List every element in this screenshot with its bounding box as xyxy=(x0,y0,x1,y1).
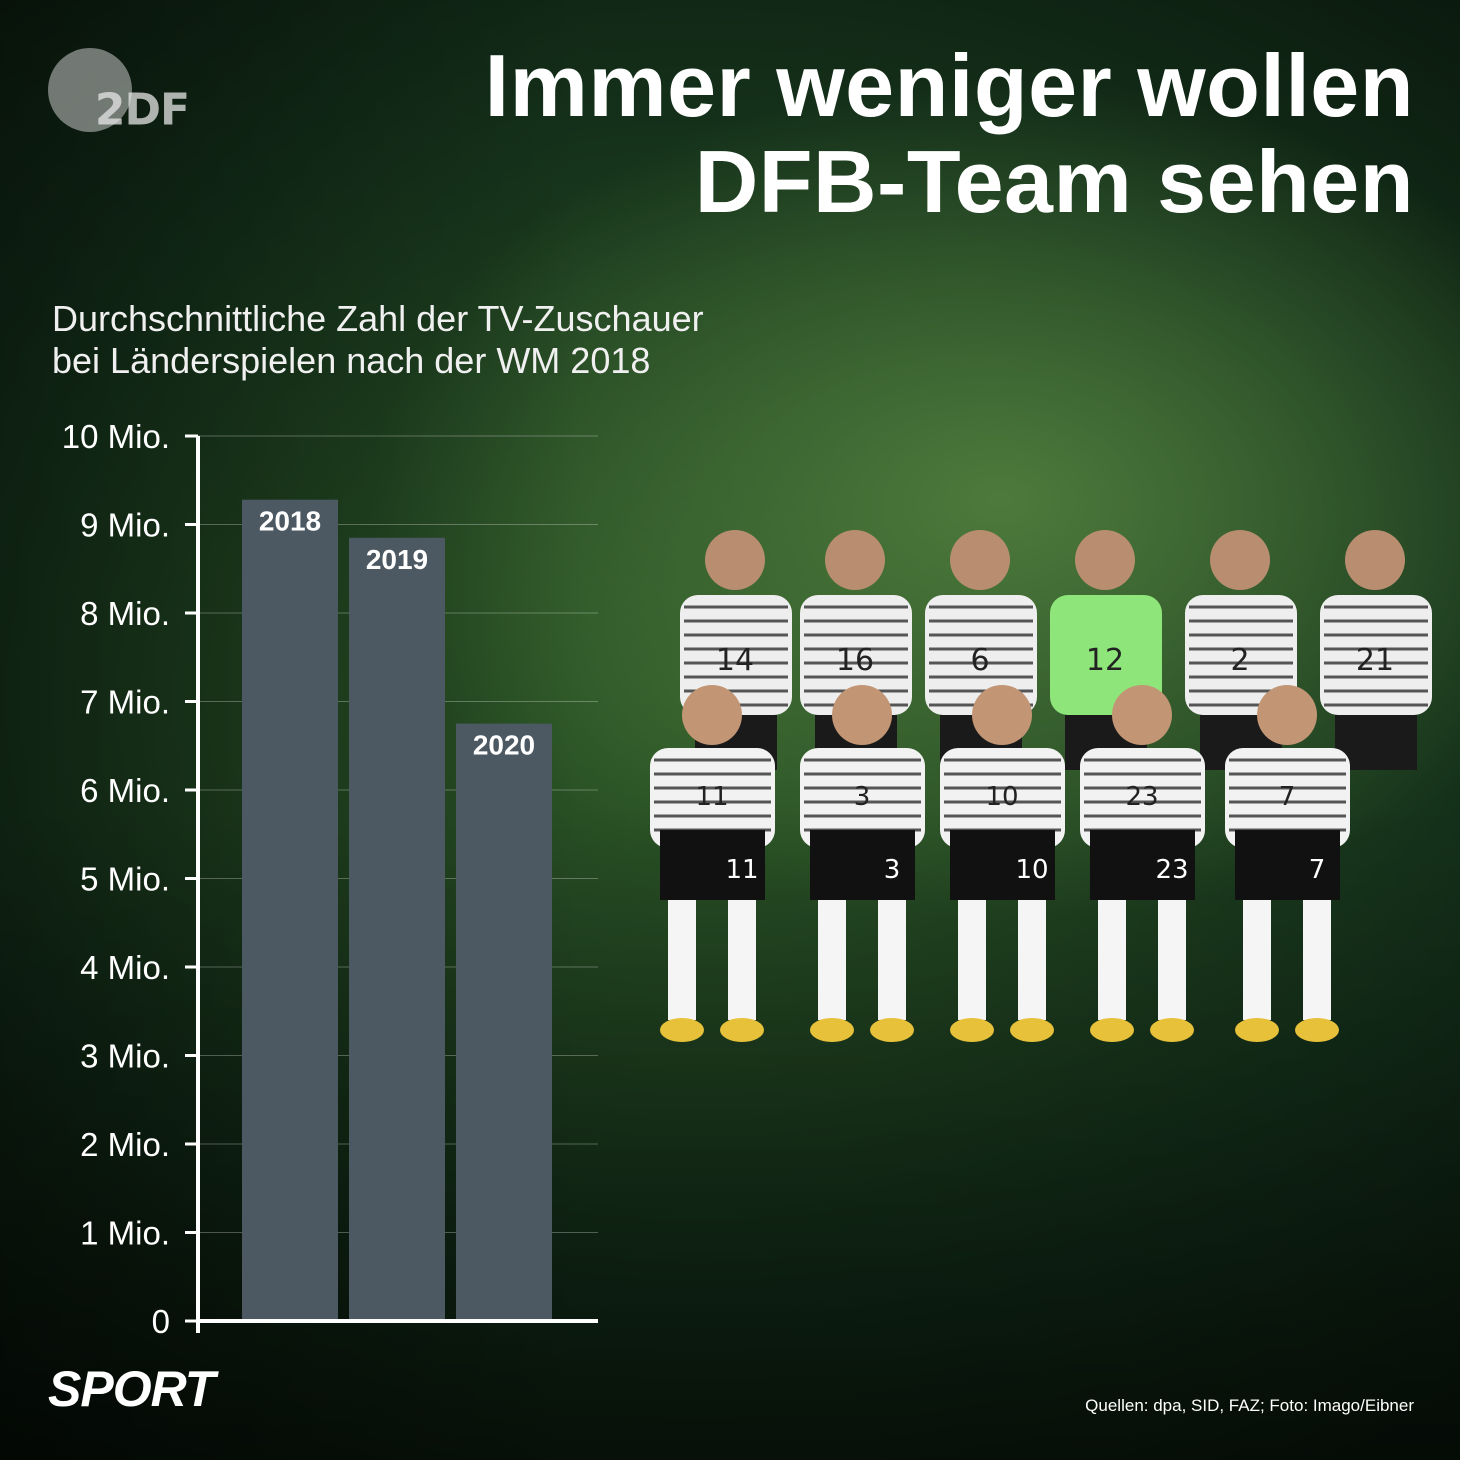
jersey-number: 16 xyxy=(836,643,874,678)
jersey-number: 10 xyxy=(985,782,1018,812)
y-tick-label: 7 Mio. xyxy=(80,684,170,721)
player-boot xyxy=(870,1018,914,1042)
player-shorts xyxy=(660,830,765,900)
player-shirt xyxy=(925,595,1037,715)
player-sock xyxy=(878,900,906,1020)
shorts-number: 11 xyxy=(725,855,758,885)
player-sock xyxy=(818,900,846,1020)
player-head xyxy=(1210,530,1270,590)
player-sock xyxy=(728,900,756,1020)
logo-disc xyxy=(48,48,132,132)
shorts-number: 3 xyxy=(884,855,901,885)
y-tick-label: 1 Mio. xyxy=(80,1215,170,1252)
player-boot xyxy=(1010,1018,1054,1042)
chart-subtitle: Durchschnittliche Zahl der TV-Zuschauer … xyxy=(52,298,704,382)
labels: 0 1 Mio. 2 Mio. 3 Mio. 4 Mio. 5 Mio. 6 Mio. 7 M… xyxy=(62,418,535,1340)
jersey-number: 7 xyxy=(1279,782,1296,812)
player-sock xyxy=(1303,900,1331,1020)
player-head xyxy=(1257,685,1317,745)
player-boot xyxy=(660,1018,704,1042)
bar xyxy=(349,537,445,1321)
shorts-number: 10 xyxy=(1015,855,1048,885)
player-shorts xyxy=(1090,830,1195,900)
player-shirt xyxy=(1050,595,1162,715)
y-tick-label: 9 Mio. xyxy=(80,507,170,544)
y-tick-label: 6 Mio. xyxy=(80,772,170,809)
bar-label: 2020 xyxy=(473,730,535,761)
player-sock xyxy=(668,900,696,1020)
bar-label: 2018 xyxy=(259,506,321,537)
player-head xyxy=(825,530,885,590)
bar xyxy=(456,723,552,1321)
player-shirt xyxy=(1185,595,1297,715)
player-sock xyxy=(958,900,986,1020)
subtitle-line-2: bei Länderspielen nach der WM 2018 xyxy=(52,340,651,381)
player-shirt xyxy=(680,595,792,715)
headline-line-1: Immer weniger wollen xyxy=(484,36,1414,135)
y-tick-label: 8 Mio. xyxy=(80,595,170,632)
player-boot xyxy=(950,1018,994,1042)
player-head xyxy=(832,685,892,745)
shorts-number: 7 xyxy=(1309,855,1326,885)
jersey-number: 2 xyxy=(1230,643,1249,678)
source-note: Quellen: dpa, SID, FAZ; Foto: Imago/Eibn… xyxy=(1085,1396,1414,1415)
jersey-number: 23 xyxy=(1125,782,1158,812)
player-shorts xyxy=(810,830,915,900)
player-sock xyxy=(1018,900,1046,1020)
team-photo-illustration: 14 16 6 12 2 21 11 11 3 3 10 10 23 23 7 7 xyxy=(650,530,1432,1042)
player-shirt xyxy=(800,595,912,715)
y-tick-label: 4 Mio. xyxy=(80,949,170,986)
player-boot xyxy=(1235,1018,1279,1042)
player-sock xyxy=(1158,900,1186,1020)
y-tick-label: 0 xyxy=(152,1303,170,1340)
logo-text: 2DF xyxy=(94,84,190,136)
sport-label: SPORT xyxy=(48,1361,215,1417)
jersey-number: 6 xyxy=(970,643,989,678)
jersey-number: 11 xyxy=(695,782,728,812)
axes xyxy=(185,434,598,1333)
jersey-number: 14 xyxy=(716,643,754,678)
player-shorts xyxy=(950,830,1055,900)
y-tick-label: 2 Mio. xyxy=(80,1126,170,1163)
bar xyxy=(242,499,338,1322)
bar-label: 2019 xyxy=(366,544,428,575)
player-head xyxy=(972,685,1032,745)
player-head xyxy=(705,530,765,590)
player-boot xyxy=(1090,1018,1134,1042)
player-shorts xyxy=(1235,830,1340,900)
shorts-number: 23 xyxy=(1155,855,1188,885)
player-head xyxy=(1345,530,1405,590)
player-head xyxy=(950,530,1010,590)
y-tick-label: 5 Mio. xyxy=(80,861,170,898)
player-head xyxy=(1075,530,1135,590)
bars xyxy=(242,499,552,1322)
y-tick-label: 10 Mio. xyxy=(62,418,170,455)
y-tick-label: 3 Mio. xyxy=(80,1038,170,1075)
player-head xyxy=(1112,685,1172,745)
player-head xyxy=(682,685,742,745)
player-sock xyxy=(1243,900,1271,1020)
player-boot xyxy=(810,1018,854,1042)
jersey-number: 12 xyxy=(1086,643,1124,678)
subtitle-line-1: Durchschnittliche Zahl der TV-Zuschauer xyxy=(52,298,704,339)
jersey-number: 21 xyxy=(1356,643,1394,678)
jersey-number: 3 xyxy=(854,782,871,812)
player-boot xyxy=(1295,1018,1339,1042)
zdf-logo: 2DF xyxy=(48,48,198,138)
headline: Immer weniger wollen DFB-Team sehen xyxy=(485,38,1414,230)
player-sock xyxy=(1098,900,1126,1020)
headline-line-2: DFB-Team sehen xyxy=(694,132,1414,231)
player-boot xyxy=(1150,1018,1194,1042)
player-shirt xyxy=(1320,595,1432,715)
player-boot xyxy=(720,1018,764,1042)
